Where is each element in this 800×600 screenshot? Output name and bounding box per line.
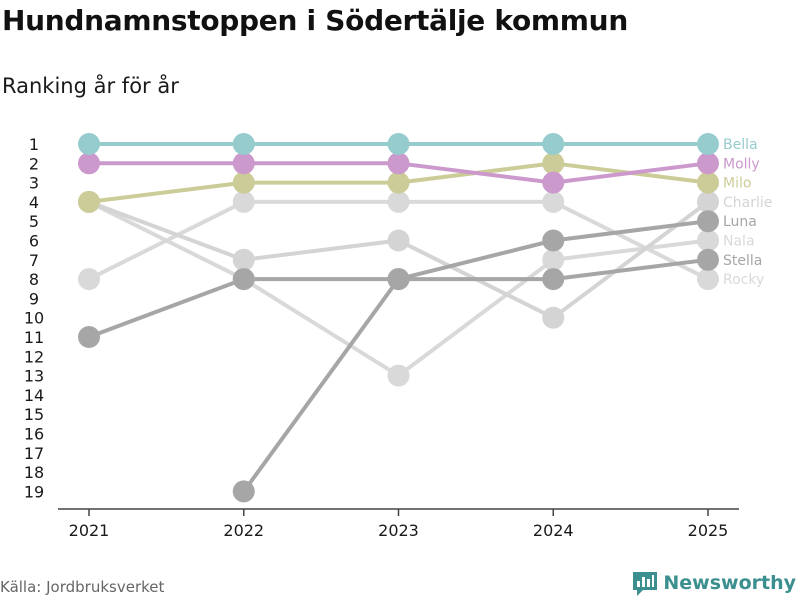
data-point-rocky-2022 [232,190,255,213]
y-tick-label-18: 18 [24,463,44,482]
y-tick-label-5: 5 [29,212,39,231]
data-point-molly-2024 [542,171,565,194]
end-label-milo: Milo [723,176,751,192]
data-point-charlie-2025 [697,190,719,213]
y-tick-label-3: 3 [29,174,39,193]
data-point-stella-2024 [542,268,565,291]
end-label-stella: Stella [723,253,762,269]
data-point-rocky-2024 [542,190,565,213]
series-line-luna [241,219,710,494]
data-point-charlie-2023 [387,229,410,252]
data-point-luna-2022 [232,480,255,503]
data-point-rocky-2021 [78,268,100,291]
data-point-nala-2025 [697,229,719,252]
data-point-luna-2025 [697,210,719,233]
y-tick-label-1: 1 [29,135,39,154]
x-tick-label-2022: 2022 [223,521,264,540]
x-tick-label-2023: 2023 [378,521,419,540]
bump-chart: 2021 2022 2023 2024 202512345678910111213141… [24,133,772,540]
y-tick-label-10: 10 [24,309,44,328]
y-tick-label-15: 15 [24,405,44,424]
data-point-rocky-2023 [387,190,410,213]
brand-name: Newsworthy [663,572,796,594]
data-point-charlie-2022 [232,248,255,271]
y-tick-label-17: 17 [24,444,44,463]
data-point-milo-2023 [387,171,410,194]
data-point-bella-2022 [232,133,255,155]
data-point-bella-2024 [542,133,565,155]
data-point-nala-2024 [542,248,565,271]
x-tick-label-2024: 2024 [533,521,574,540]
end-label-nala: Nala [723,234,755,250]
data-point-rocky-2025 [697,268,719,291]
y-tick-label-4: 4 [29,193,39,212]
y-tick-label-12: 12 [24,347,44,366]
y-tick-label-8: 8 [29,270,39,289]
data-point-luna-2023 [387,268,410,291]
x-tick-label-2021: 2021 [69,521,110,540]
data-point-molly-2021 [78,152,100,175]
chart-title: Hundnamnstoppen i Södertälje kommun [2,4,628,37]
end-label-molly: Molly [723,156,760,172]
source-note: Källa: Jordbruksverket [0,578,165,596]
y-tick-label-14: 14 [24,386,44,405]
data-point-stella-2021 [78,326,100,348]
data-point-stella-2022 [232,268,255,291]
chart-axes: 2021 2022 2023 2024 202512345678910111213141… [24,135,739,540]
bar-chart-icon [633,572,658,596]
data-point-molly-2025 [697,152,719,175]
data-point-milo-2025 [697,171,719,194]
data-point-molly-2023 [387,152,410,175]
y-tick-label-16: 16 [24,425,44,444]
data-point-milo-2022 [232,171,255,194]
y-tick-label-11: 11 [24,328,44,347]
data-point-luna-2024 [542,229,565,252]
data-point-bella-2021 [78,133,100,155]
y-tick-label-19: 19 [24,482,44,501]
x-tick-label-2025: 2025 [688,521,729,540]
data-point-milo-2021 [78,190,100,213]
end-label-bella: Bella [723,137,758,153]
brand-logo: Newsworthy [633,570,796,596]
data-point-charlie-2024 [542,306,565,329]
y-tick-label-6: 6 [29,232,39,251]
data-point-bella-2023 [387,133,410,155]
data-point-nala-2023 [387,364,410,387]
data-point-stella-2025 [697,248,719,271]
end-label-charlie: Charlie [723,195,772,211]
data-point-milo-2024 [542,152,565,175]
end-label-rocky: Rocky [723,272,764,288]
end-label-luna: Luna [723,214,757,230]
y-tick-label-9: 9 [29,289,39,308]
y-tick-label-7: 7 [29,251,39,270]
data-point-molly-2022 [232,152,255,175]
data-point-bella-2025 [697,133,719,155]
chart-series-points [78,133,719,503]
y-tick-label-13: 13 [24,367,44,386]
chart-subtitle: Ranking år för år [2,74,179,98]
chart-end-labels: Bella Molly Milo Charlie Luna Nala Stella Rocky [723,137,772,288]
y-tick-label-2: 2 [29,154,39,173]
